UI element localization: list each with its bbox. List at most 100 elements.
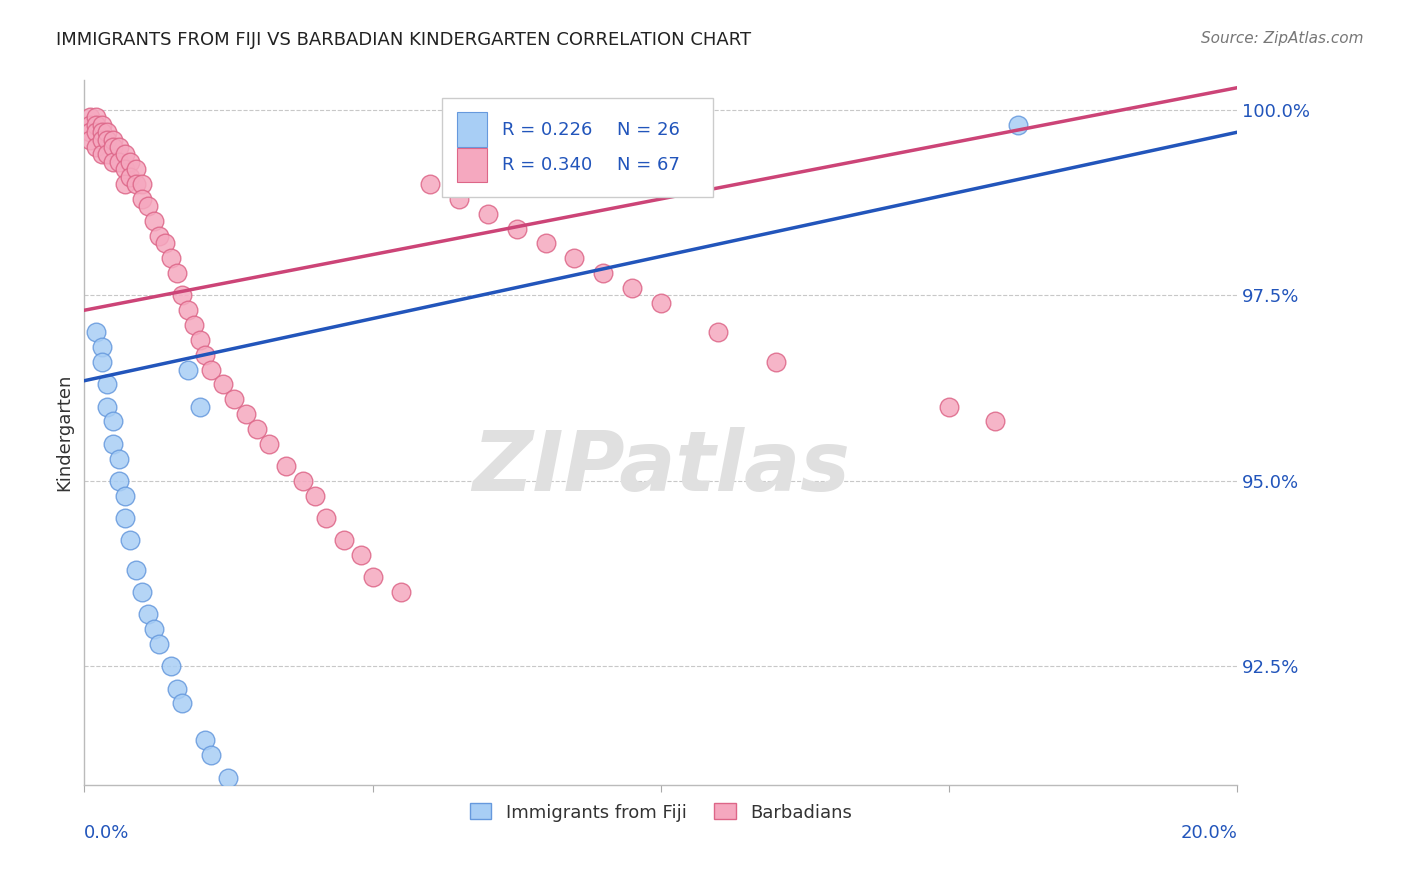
Point [103,133,124,147]
Point [120,533,142,548]
Point [79,118,101,132]
Point [160,659,183,673]
Point [477,207,499,221]
Point [650,295,672,310]
Text: N = 67: N = 67 [617,156,681,174]
Point [103,436,124,450]
Point [90,340,112,354]
Point [120,169,142,184]
Point [292,474,315,488]
Point [96,125,118,139]
Point [257,436,280,450]
Point [90,118,112,132]
Point [449,192,471,206]
Point [166,266,188,280]
Point [1007,118,1029,132]
Point [90,133,112,147]
Point [984,415,1007,429]
Text: ZIPatlas: ZIPatlas [472,427,849,508]
Point [108,154,131,169]
Point [276,458,298,473]
Point [103,415,124,429]
Point [114,162,136,177]
Point [90,355,112,369]
Point [153,236,176,251]
Point [200,748,222,763]
Point [103,140,124,154]
Text: Source: ZipAtlas.com: Source: ZipAtlas.com [1201,31,1364,46]
Point [142,214,165,228]
Point [131,192,153,206]
Point [200,362,222,376]
Point [333,533,356,548]
Point [114,147,136,161]
Point [211,377,233,392]
Point [114,489,136,503]
Point [84,125,107,139]
Text: R = 0.340: R = 0.340 [502,156,592,174]
Point [177,362,200,376]
FancyBboxPatch shape [457,147,486,182]
Point [235,407,257,421]
Point [707,326,730,340]
Point [166,681,188,696]
Point [534,236,557,251]
Text: R = 0.226: R = 0.226 [502,120,592,138]
Point [419,177,441,191]
Point [592,266,614,280]
Text: IMMIGRANTS FROM FIJI VS BARBADIAN KINDERGARTEN CORRELATION CHART: IMMIGRANTS FROM FIJI VS BARBADIAN KINDER… [56,31,751,49]
Point [315,511,337,525]
Text: N = 26: N = 26 [617,120,681,138]
Point [114,511,136,525]
Point [172,288,194,302]
Point [621,281,644,295]
Point [131,585,153,599]
Point [114,177,136,191]
Point [564,252,586,266]
Text: 20.0%: 20.0% [1181,823,1237,842]
Point [125,162,148,177]
Point [108,474,131,488]
Point [172,697,194,711]
Point [79,111,101,125]
Legend: Immigrants from Fiji, Barbadians: Immigrants from Fiji, Barbadians [463,796,859,829]
Point [765,355,787,369]
Point [120,154,142,169]
Point [506,221,529,235]
Point [125,563,148,577]
Point [218,771,240,785]
Y-axis label: Kindergarten: Kindergarten [55,374,73,491]
Point [148,637,170,651]
Point [79,125,101,139]
Point [131,177,153,191]
Point [108,451,131,466]
FancyBboxPatch shape [441,98,713,196]
Point [84,118,107,132]
Point [194,733,217,747]
Point [79,133,101,147]
FancyBboxPatch shape [457,112,486,147]
Point [391,585,413,599]
Point [148,229,170,244]
Point [90,125,112,139]
Point [142,622,165,636]
Point [188,400,211,414]
Point [90,147,112,161]
Point [246,422,269,436]
Point [177,303,200,318]
Point [84,111,107,125]
Point [84,140,107,154]
Point [183,318,205,332]
Point [160,252,183,266]
Point [188,333,211,347]
Point [96,133,118,147]
Point [125,177,148,191]
Point [350,548,373,562]
Point [194,348,217,362]
Point [108,140,131,154]
Point [136,199,159,213]
Point [304,489,326,503]
Point [96,400,118,414]
Text: 0.0%: 0.0% [84,823,129,842]
Point [361,570,384,584]
